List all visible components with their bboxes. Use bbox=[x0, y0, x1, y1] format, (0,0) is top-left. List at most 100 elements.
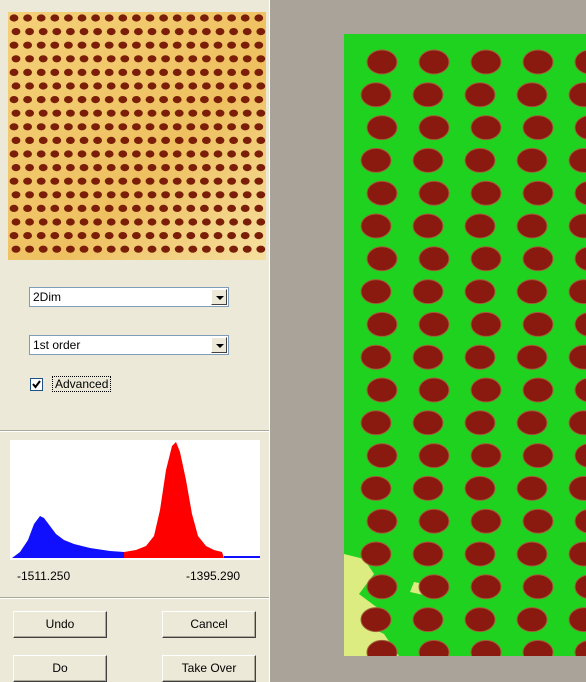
feature-dot bbox=[574, 115, 586, 140]
preview-dot bbox=[52, 28, 62, 36]
advanced-checkbox[interactable] bbox=[30, 378, 43, 391]
preview-dot bbox=[256, 191, 266, 199]
preview-dot bbox=[188, 136, 198, 144]
preview-dot bbox=[132, 204, 141, 212]
preview-dot bbox=[118, 41, 128, 49]
do-button[interactable]: Do bbox=[13, 655, 107, 682]
advanced-label[interactable]: Advanced bbox=[52, 376, 112, 392]
preview-dot bbox=[64, 177, 73, 185]
preview-dot bbox=[188, 164, 198, 172]
feature-dot bbox=[412, 541, 444, 567]
preview-dot bbox=[132, 41, 141, 49]
preview-dot bbox=[227, 150, 237, 158]
preview-dot bbox=[93, 28, 102, 36]
preview-dot bbox=[213, 68, 223, 76]
preview-dot bbox=[11, 218, 21, 226]
cancel-button[interactable]: Cancel bbox=[162, 611, 256, 638]
preview-dot bbox=[66, 164, 75, 172]
feature-dot bbox=[574, 640, 586, 656]
preview-dot bbox=[215, 109, 225, 117]
preview-dot bbox=[93, 218, 102, 226]
feature-dot bbox=[470, 443, 502, 469]
feature-dot bbox=[516, 541, 548, 567]
feature-dot bbox=[574, 574, 586, 599]
preview-dot bbox=[200, 14, 209, 22]
preview-dot bbox=[200, 96, 209, 104]
preview-dot bbox=[215, 191, 225, 199]
preview-dot bbox=[106, 82, 116, 90]
mode-dropdown[interactable]: 2Dim bbox=[29, 287, 229, 307]
preview-dot bbox=[77, 123, 87, 131]
preview-dot bbox=[229, 245, 239, 253]
preview-dot bbox=[159, 204, 169, 212]
preview-dot bbox=[200, 41, 209, 49]
undo-button[interactable]: Undo bbox=[13, 611, 107, 638]
preview-dot bbox=[132, 232, 141, 240]
chevron-down-icon[interactable] bbox=[211, 337, 227, 353]
preview-dot bbox=[134, 218, 143, 226]
preview-dot bbox=[38, 109, 48, 117]
preview-dot bbox=[161, 109, 171, 117]
preview-dot bbox=[188, 28, 198, 36]
preview-dot bbox=[174, 245, 184, 253]
preview-dot bbox=[161, 82, 171, 90]
preview-dot bbox=[104, 68, 114, 76]
feature-dot bbox=[470, 246, 502, 272]
feature-dot bbox=[418, 574, 450, 600]
preview-dot bbox=[200, 123, 209, 131]
preview-dot bbox=[147, 28, 157, 36]
preview-dot bbox=[106, 55, 116, 63]
preview-dot bbox=[64, 41, 73, 49]
preview-dot bbox=[38, 191, 48, 199]
preview-dot bbox=[202, 191, 211, 199]
mode-dropdown-value: 2Dim bbox=[33, 290, 62, 304]
preview-dot bbox=[77, 14, 87, 22]
feature-dot bbox=[366, 246, 398, 272]
order-dropdown[interactable]: 1st order bbox=[29, 335, 229, 355]
preview-dot bbox=[256, 245, 266, 253]
preview-dot bbox=[9, 96, 19, 104]
preview-dot bbox=[186, 14, 196, 22]
take-over-button[interactable]: Take Over bbox=[162, 655, 256, 682]
preview-dot bbox=[229, 109, 239, 117]
preview-dot bbox=[9, 177, 19, 185]
preview-dot bbox=[52, 191, 62, 199]
preview-dot bbox=[120, 82, 130, 90]
feature-dot bbox=[412, 147, 444, 173]
feature-dot bbox=[470, 639, 502, 656]
preview-dot bbox=[91, 150, 100, 158]
feature-dot bbox=[418, 443, 450, 469]
preview-dot bbox=[242, 109, 252, 117]
preview-dot bbox=[50, 123, 60, 131]
preview-dot bbox=[186, 123, 196, 131]
preview-dot bbox=[93, 109, 102, 117]
chevron-down-icon[interactable] bbox=[211, 289, 227, 305]
preview-dot bbox=[120, 109, 130, 117]
preview-dot bbox=[52, 164, 62, 172]
preview-dot bbox=[23, 177, 32, 185]
preview-dot bbox=[254, 177, 264, 185]
preview-dot bbox=[256, 28, 266, 36]
feature-dot bbox=[464, 82, 496, 108]
preview-dot bbox=[120, 28, 130, 36]
preview-dot bbox=[66, 191, 75, 199]
preview-dot bbox=[25, 218, 34, 226]
preview-dot bbox=[159, 232, 169, 240]
preview-dot bbox=[172, 204, 182, 212]
feature-dot bbox=[366, 639, 398, 656]
preview-dot bbox=[159, 14, 169, 22]
preview-dot bbox=[227, 68, 237, 76]
preview-dot bbox=[256, 82, 266, 90]
preview-dot bbox=[147, 55, 157, 63]
check-icon bbox=[32, 380, 41, 389]
preview-dot bbox=[25, 164, 34, 172]
preview-dot bbox=[77, 68, 87, 76]
preview-dot bbox=[118, 150, 128, 158]
preview-dot bbox=[145, 41, 155, 49]
preview-dot bbox=[77, 96, 87, 104]
preview-dot bbox=[64, 96, 73, 104]
preview-dot bbox=[159, 41, 169, 49]
histogram-min-label: -1511.250 bbox=[17, 569, 71, 583]
preview-dot bbox=[23, 150, 32, 158]
feature-dot bbox=[522, 180, 554, 206]
